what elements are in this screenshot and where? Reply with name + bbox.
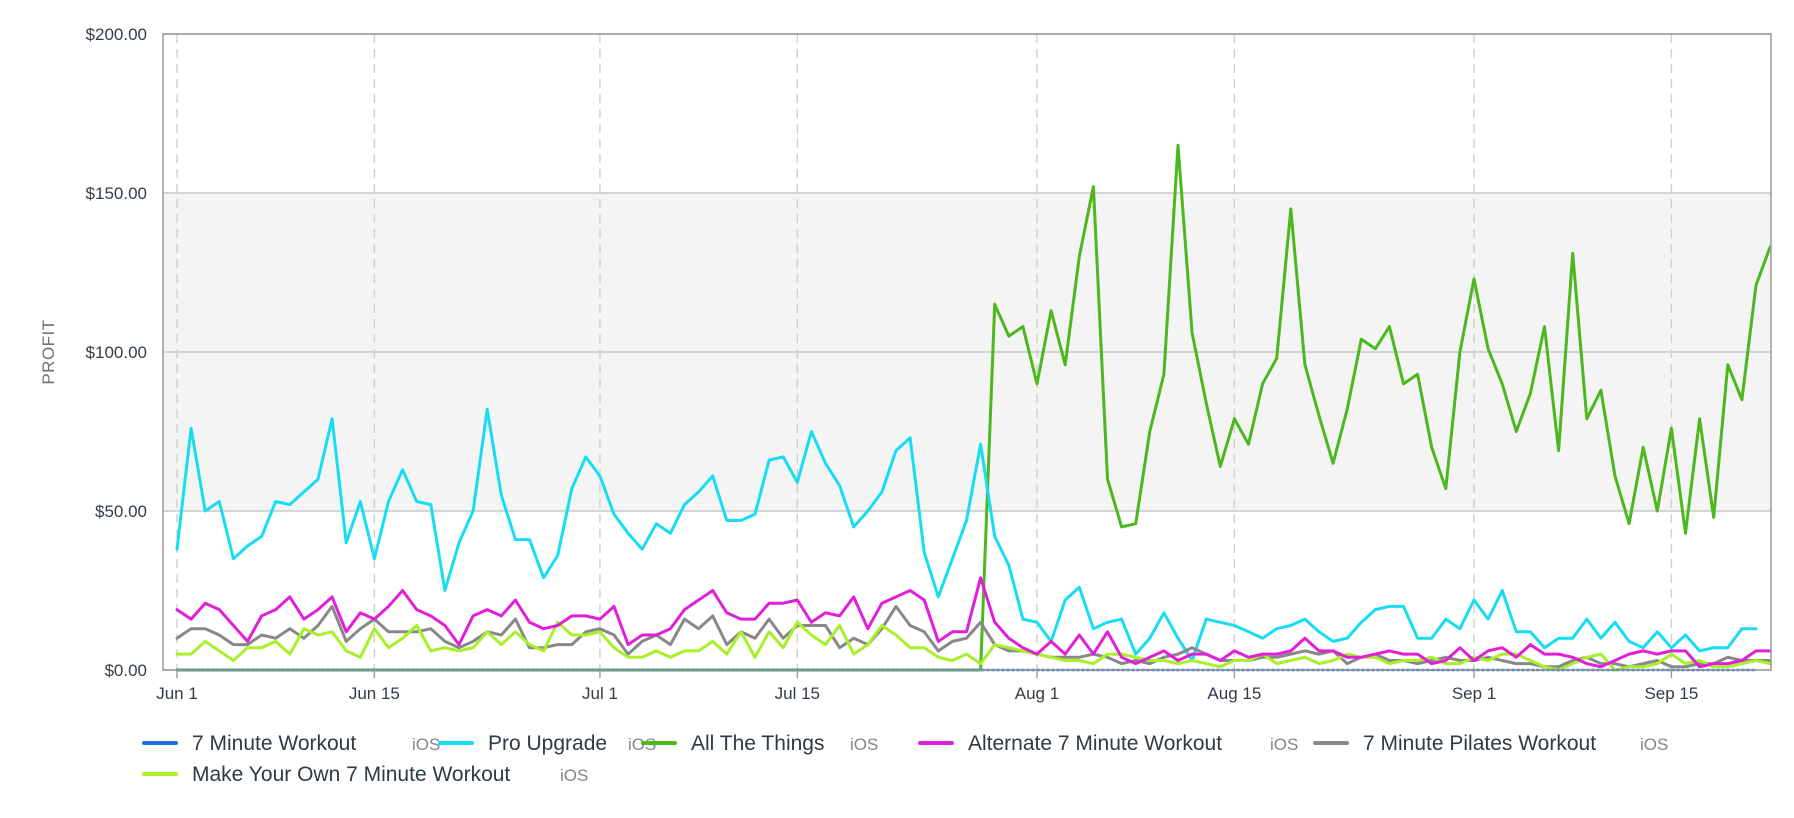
y-tick-label: $100.00 (86, 343, 147, 362)
x-tick-label: Jun 1 (156, 684, 198, 703)
y-axis-title: PROFIT (39, 319, 58, 384)
series-line-make-your-own-7-minute-workout (175, 620, 1772, 672)
legend-series-name: Alternate 7 Minute Workout (968, 732, 1222, 755)
legend-platform-label: iOS (560, 766, 588, 785)
legend-series-name: All The Things (691, 732, 824, 755)
series-line-pro-upgrade (175, 407, 1758, 662)
legend-item: 7 Minute Workout iOS (142, 732, 440, 755)
legend-series-name: 7 Minute Pilates Workout (1363, 732, 1596, 755)
x-tick-label: Sep 1 (1452, 684, 1496, 703)
y-tick-label: $50.00 (95, 502, 147, 521)
legend-platform-label: iOS (1640, 735, 1668, 754)
x-tick-label: Jul 1 (582, 684, 618, 703)
y-tick-label: $0.00 (104, 661, 147, 680)
x-tick-label: Sep 15 (1644, 684, 1698, 703)
plot-frame (162, 33, 1772, 671)
x-tick-label: Aug 1 (1015, 684, 1059, 703)
legend-series-name: Pro Upgrade (488, 732, 607, 755)
series-line-7-minute-pilates-workout (175, 604, 1772, 669)
legend-series-name: Make Your Own 7 Minute Workout (192, 763, 510, 786)
legend-series-name: 7 Minute Workout (192, 732, 356, 755)
legend-platform-label: iOS (850, 735, 878, 754)
legend-item: Make Your Own 7 Minute Workout iOS (142, 763, 588, 786)
legend-item: Pro UpgradeiOS (438, 732, 656, 755)
legend-item: All The Things iOS (641, 732, 878, 755)
y-tick-label: $200.00 (86, 25, 147, 44)
series-line-alternate-7-minute-workout (175, 576, 1772, 669)
legend-platform-label: iOS (1270, 735, 1298, 754)
legend-item: 7 Minute Pilates Workout iOS (1313, 732, 1668, 755)
y-tick-label: $150.00 (86, 184, 147, 203)
legend-platform-label: iOS (412, 735, 440, 754)
x-tick-label: Jun 15 (349, 684, 400, 703)
x-tick-label: Jul 15 (775, 684, 820, 703)
legend-item: Alternate 7 Minute Workout iOS (918, 732, 1298, 755)
x-tick-label: Aug 15 (1207, 684, 1261, 703)
